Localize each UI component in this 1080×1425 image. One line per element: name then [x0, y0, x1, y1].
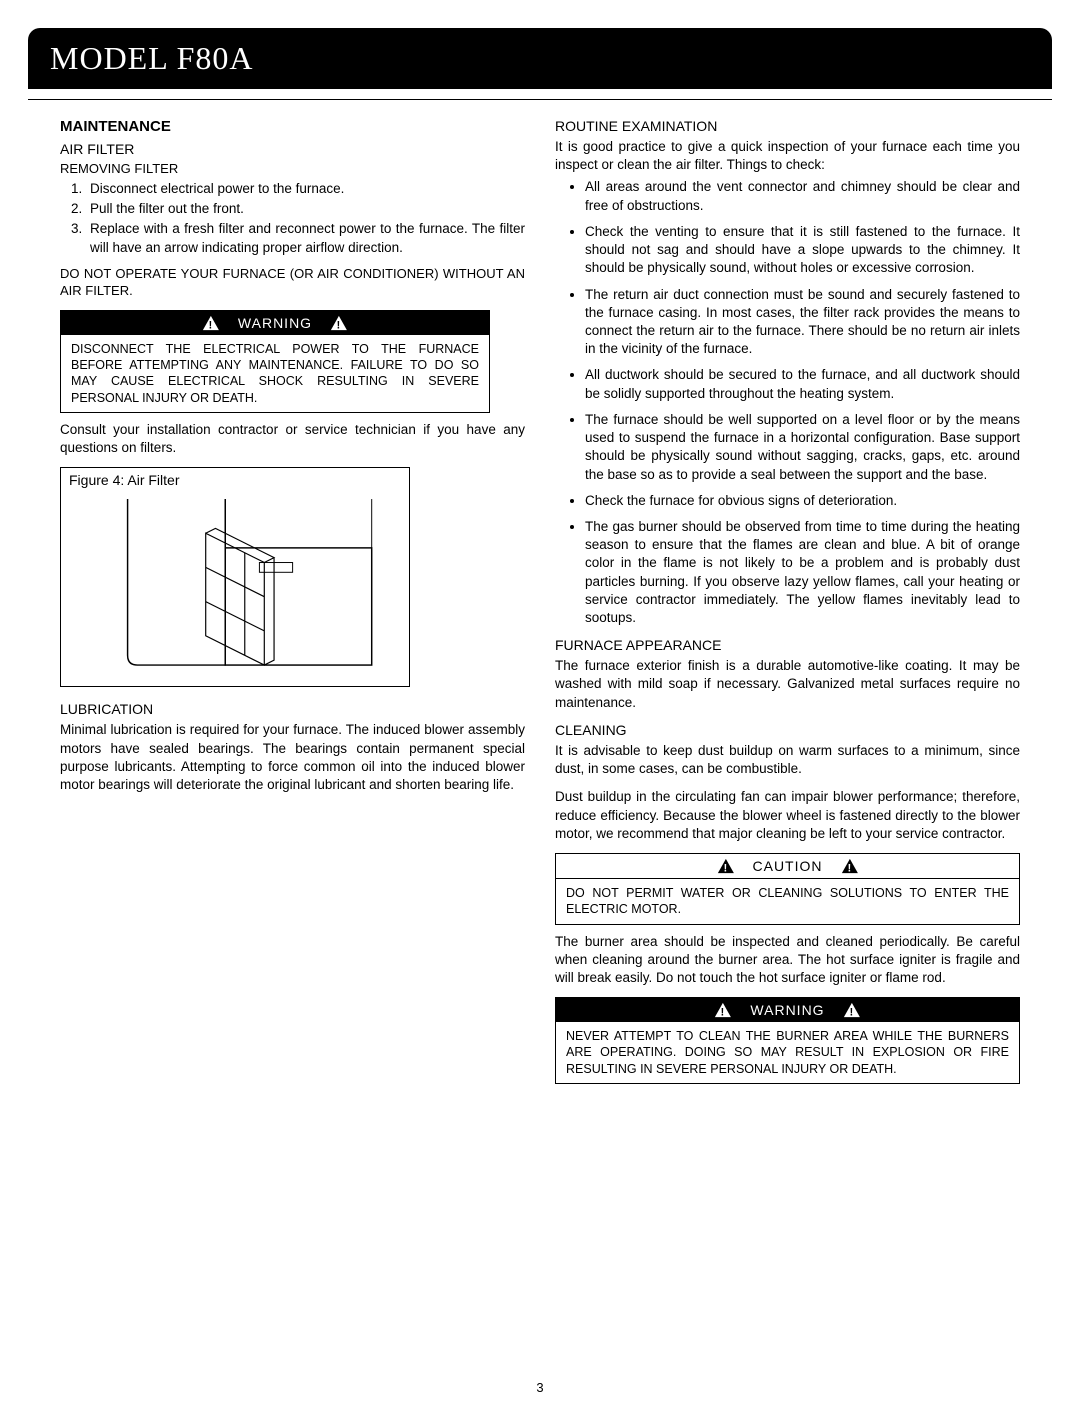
step-item: Replace with a fresh filter and reconnec…: [86, 220, 525, 256]
content-columns: MAINTENANCE AIR FILTER REMOVING FILTER D…: [0, 100, 1080, 1092]
warning-triangle-icon: !: [330, 315, 348, 331]
cleaning-heading: CLEANING: [555, 722, 1020, 738]
page-number: 3: [0, 1380, 1080, 1395]
bullet-item: Check the venting to ensure that it is s…: [585, 223, 1020, 278]
warning-box-2: ! WARNING ! NEVER ATTEMPT TO CLEAN THE B…: [555, 997, 1020, 1084]
appearance-text: The furnace exterior finish is a durable…: [555, 657, 1020, 712]
warning-header-2: ! WARNING !: [556, 998, 1019, 1022]
filter-steps: Disconnect electrical power to the furna…: [60, 180, 525, 257]
cleaning-text-2: Dust buildup in the circulating fan can …: [555, 788, 1020, 843]
step-item: Disconnect electrical power to the furna…: [86, 180, 525, 198]
bullet-item: All ductwork should be secured to the fu…: [585, 366, 1020, 402]
caution-body: DO NOT PERMIT WATER OR CLEANING SOLUTION…: [556, 879, 1019, 924]
caution-triangle-icon: !: [841, 858, 859, 874]
burner-text: The burner area should be inspected and …: [555, 933, 1020, 988]
air-filter-diagram: [69, 492, 401, 677]
left-column: MAINTENANCE AIR FILTER REMOVING FILTER D…: [60, 118, 525, 1092]
air-filter-heading: AIR FILTER: [60, 141, 525, 157]
bullet-item: The return air duct connection must be s…: [585, 286, 1020, 359]
bullet-item: The furnace should be well supported on …: [585, 411, 1020, 484]
svg-text:!: !: [337, 319, 341, 331]
warning-body-2: NEVER ATTEMPT TO CLEAN THE BURNER AREA W…: [556, 1022, 1019, 1083]
warning-body: DISCONNECT THE ELECTRICAL POWER TO THE F…: [61, 335, 489, 412]
do-not-operate-note: DO NOT OPERATE YOUR FURNACE (OR AIR COND…: [60, 265, 525, 300]
svg-text:!: !: [209, 319, 213, 331]
warning-box: ! WARNING ! DISCONNECT THE ELECTRICAL PO…: [60, 310, 490, 413]
removing-filter-heading: REMOVING FILTER: [60, 161, 525, 176]
caution-box: ! CAUTION ! DO NOT PERMIT WATER OR CLEAN…: [555, 853, 1020, 925]
consult-text: Consult your installation contractor or …: [60, 421, 525, 457]
bullet-item: Check the furnace for obvious signs of d…: [585, 492, 1020, 510]
svg-text:!: !: [849, 1006, 853, 1018]
bullet-item: All areas around the vent connector and …: [585, 178, 1020, 214]
warning-triangle-icon: !: [714, 1002, 732, 1018]
lubrication-text: Minimal lubrication is required for your…: [60, 721, 525, 794]
warning-label: WARNING: [238, 315, 312, 331]
step-item: Pull the filter out the front.: [86, 200, 525, 218]
maintenance-heading: MAINTENANCE: [60, 118, 525, 135]
lubrication-heading: LUBRICATION: [60, 701, 525, 717]
cleaning-text-1: It is advisable to keep dust buildup on …: [555, 742, 1020, 778]
caution-header: ! CAUTION !: [556, 854, 1019, 879]
routine-intro: It is good practice to give a quick insp…: [555, 138, 1020, 174]
appearance-heading: FURNACE APPEARANCE: [555, 637, 1020, 653]
figure-caption: Figure 4: Air Filter: [69, 472, 401, 488]
svg-text:!: !: [723, 862, 727, 874]
caution-triangle-icon: !: [717, 858, 735, 874]
routine-bullets: All areas around the vent connector and …: [555, 178, 1020, 627]
header-bar: MODEL F80A: [28, 28, 1052, 89]
warning-label-2: WARNING: [750, 1002, 824, 1018]
routine-heading: ROUTINE EXAMINATION: [555, 118, 1020, 134]
warning-header: ! WARNING !: [61, 311, 489, 335]
caution-label: CAUTION: [753, 858, 823, 874]
svg-text:!: !: [847, 862, 851, 874]
figure-box: Figure 4: Air Filter: [60, 467, 410, 687]
model-title: MODEL F80A: [50, 40, 1030, 77]
right-column: ROUTINE EXAMINATION It is good practice …: [555, 118, 1020, 1092]
svg-text:!: !: [721, 1006, 725, 1018]
warning-triangle-icon: !: [202, 315, 220, 331]
bullet-item: The gas burner should be observed from t…: [585, 518, 1020, 627]
